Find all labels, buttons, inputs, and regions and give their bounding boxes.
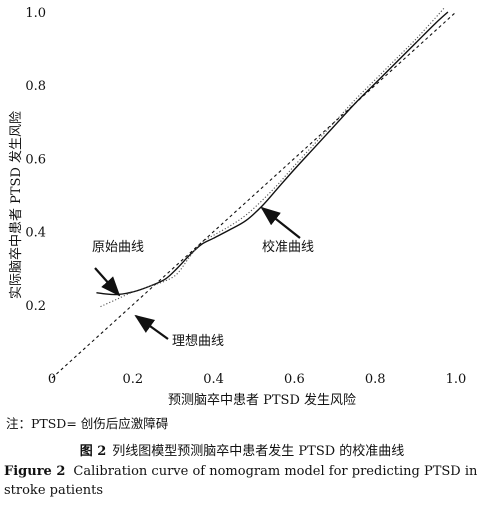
caption-cn-text: 列线图模型预测脑卒中患者发生 PTSD 的校准曲线 (112, 444, 405, 459)
footnote: 注：PTSD= 创伤后应激障碍 (6, 416, 169, 431)
x-tick-label: 1.0 (446, 372, 467, 387)
x-tick-label: 0.6 (284, 372, 305, 387)
x-tick-label: 0.8 (365, 372, 386, 387)
x-tick-label: 0 (48, 372, 56, 387)
calibration-chart: 0 0.2 0.4 0.6 0.8 1.0 0.2 0.4 0.6 0.8 1.0 原始曲线 校准曲线… (8, 6, 466, 408)
ideal-curve-line (51, 11, 457, 379)
annotation-label: 理想曲线 (172, 333, 224, 349)
annotation-label: 校准曲线 (262, 239, 314, 255)
series-lines (51, 7, 457, 379)
y-tick-label: 0.4 (25, 226, 46, 241)
caption-en-text: Calibration curve of nomogram model for … (4, 464, 478, 498)
y-tick-label: 1.0 (25, 6, 46, 21)
x-axis-label: 预测脑卒中患者 PTSD 发生风险 (168, 392, 356, 408)
y-tick-label: 0.6 (25, 152, 46, 167)
apparent-curve-line (96, 11, 449, 296)
annotation-label: 原始曲线 (92, 240, 144, 255)
annotation-arrow (260, 206, 301, 239)
annotation-arrow (134, 314, 169, 340)
figure-caption-chinese: 图 2 列线图模型预测脑卒中患者发生 PTSD 的校准曲线 (0, 440, 484, 459)
caption-en-label: Figure 2 (4, 464, 66, 479)
y-tick-label: 0.8 (25, 79, 46, 94)
tick-labels: 0 0.2 0.4 0.6 0.8 1.0 0.2 0.4 0.6 0.8 1.0 (25, 6, 466, 387)
caption-cn-label: 图 2 (79, 444, 107, 459)
y-tick-label: 0.2 (25, 299, 46, 314)
annotation-arrow (94, 267, 121, 297)
x-tick-label: 0.2 (122, 372, 143, 387)
calibrated-curve-line (100, 7, 445, 308)
x-tick-label: 0.4 (203, 372, 224, 387)
y-axis-label: 实际脑卒中患者 PTSD 发生风险 (8, 111, 24, 299)
figure-caption-english: Figure 2 Calibration curve of nomogram mo… (4, 462, 482, 500)
